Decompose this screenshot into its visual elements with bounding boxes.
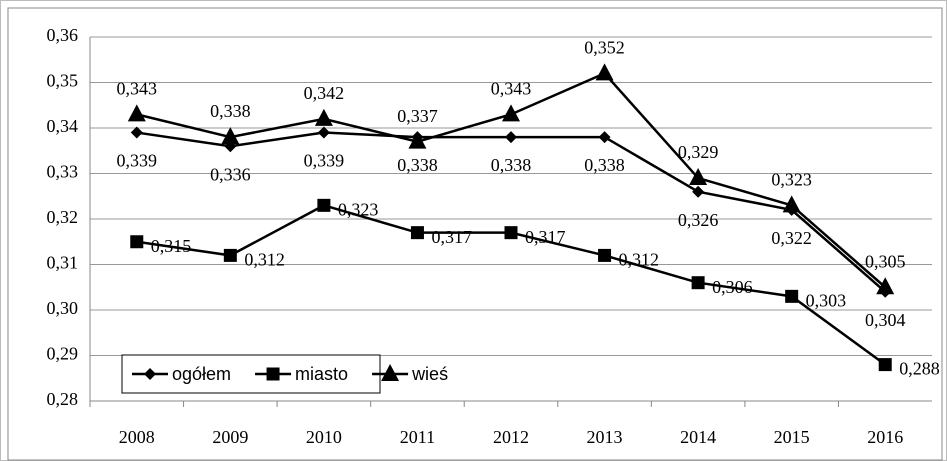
data-point bbox=[502, 104, 520, 122]
data-point bbox=[408, 131, 427, 149]
data-label: 0,337 bbox=[397, 106, 438, 126]
legend-label: wieś bbox=[411, 364, 448, 384]
data-label: 0,317 bbox=[525, 227, 566, 247]
data-point bbox=[410, 226, 424, 240]
y-tick-label: 0,36 bbox=[47, 25, 79, 45]
data-point bbox=[689, 168, 708, 186]
legend-marker bbox=[381, 364, 400, 381]
data-point bbox=[785, 289, 799, 303]
data-label: 0,343 bbox=[491, 78, 532, 98]
y-tick-label: 0,30 bbox=[47, 298, 79, 318]
data-point bbox=[598, 248, 612, 262]
data-label: 0,288 bbox=[899, 359, 940, 379]
x-tick-label: 2011 bbox=[400, 427, 435, 447]
x-tick-label: 2016 bbox=[867, 427, 903, 447]
data-label: 0,342 bbox=[304, 83, 345, 103]
legend-marker bbox=[144, 368, 156, 380]
data-point bbox=[878, 358, 892, 372]
data-point bbox=[598, 131, 611, 144]
data-label: 0,343 bbox=[117, 78, 158, 98]
x-tick-label: 2010 bbox=[306, 427, 342, 447]
x-tick-label: 2012 bbox=[493, 427, 529, 447]
data-point bbox=[317, 198, 331, 212]
x-tick-label: 2015 bbox=[774, 427, 810, 447]
data-label: 0,303 bbox=[806, 290, 847, 310]
legend: ogółem miasto wieś bbox=[121, 354, 448, 394]
x-tick-label: 2008 bbox=[119, 427, 155, 447]
data-label: 0,323 bbox=[771, 169, 812, 189]
y-tick-label: 0,35 bbox=[47, 71, 79, 91]
data-point bbox=[127, 104, 146, 122]
legend-marker bbox=[266, 367, 280, 381]
data-point bbox=[876, 277, 895, 295]
data-label: 0,338 bbox=[210, 101, 251, 121]
data-label: 0,317 bbox=[431, 227, 472, 247]
x-tick-label: 2009 bbox=[212, 427, 248, 447]
y-tick-label: 0,34 bbox=[47, 116, 79, 136]
data-point bbox=[504, 226, 518, 240]
data-label: 0,312 bbox=[244, 250, 284, 270]
data-point bbox=[314, 108, 333, 126]
data-label: 0,326 bbox=[678, 210, 719, 230]
data-label: 0,322 bbox=[771, 228, 812, 248]
data-label: 0,352 bbox=[584, 38, 625, 58]
y-tick-label: 0,32 bbox=[47, 207, 79, 227]
data-label: 0,336 bbox=[210, 164, 251, 184]
data-point bbox=[595, 63, 614, 81]
legend-label: ogółem bbox=[172, 364, 231, 384]
data-label: 0,339 bbox=[304, 151, 345, 171]
x-tick-label: 2014 bbox=[680, 427, 716, 447]
data-label: 0,323 bbox=[338, 199, 379, 219]
data-label: 0,338 bbox=[491, 155, 532, 175]
data-label: 0,329 bbox=[678, 142, 719, 162]
data-label: 0,312 bbox=[619, 250, 660, 270]
y-tick-label: 0,31 bbox=[47, 253, 79, 273]
y-tick-label: 0,29 bbox=[47, 344, 79, 364]
data-label: 0,306 bbox=[712, 277, 753, 297]
data-label: 0,338 bbox=[397, 155, 438, 175]
data-point bbox=[223, 248, 237, 262]
data-label: 0,339 bbox=[117, 151, 158, 171]
legend-label: miasto bbox=[295, 364, 348, 384]
x-tick-label: 2013 bbox=[587, 427, 623, 447]
data-point bbox=[692, 185, 705, 198]
data-label: 0,338 bbox=[584, 155, 625, 175]
data-point bbox=[505, 131, 517, 144]
data-point bbox=[130, 235, 144, 249]
data-point bbox=[221, 127, 240, 145]
y-tick-label: 0,28 bbox=[47, 389, 79, 409]
data-point bbox=[691, 276, 705, 290]
data-label: 0,305 bbox=[865, 251, 906, 271]
y-tick-label: 0,33 bbox=[47, 162, 79, 182]
data-point bbox=[317, 126, 330, 139]
data-point bbox=[130, 126, 143, 139]
data-point bbox=[782, 195, 801, 213]
data-label: 0,315 bbox=[151, 236, 192, 256]
data-label: 0,304 bbox=[865, 310, 906, 330]
